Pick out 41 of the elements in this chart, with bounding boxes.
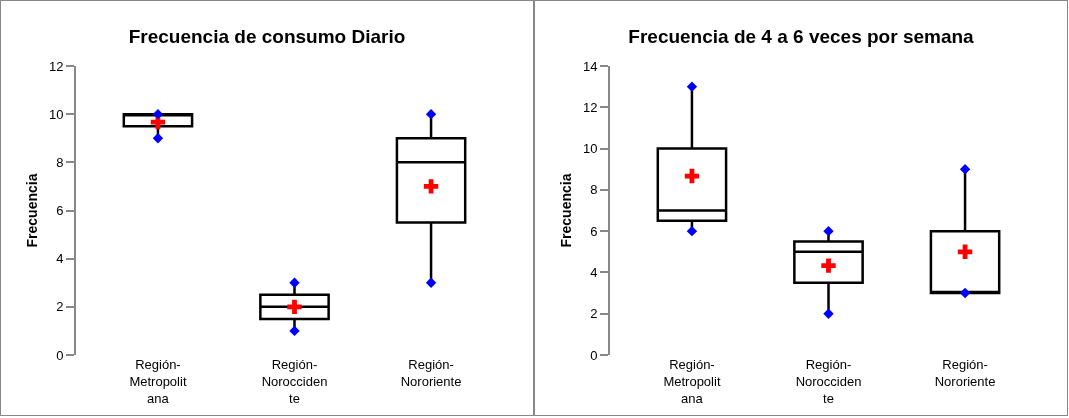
y-tick-label: 12 (582, 99, 598, 115)
point (823, 225, 834, 237)
point (959, 164, 971, 175)
point (152, 108, 164, 120)
point (289, 277, 300, 288)
y-tick-label: 4 (56, 251, 64, 267)
y-tick-label: 8 (56, 154, 64, 170)
point (957, 244, 973, 259)
point (821, 258, 836, 273)
x-tick-label: Región-Nororiente (400, 357, 462, 389)
point (959, 287, 971, 299)
y-tick-label: 0 (590, 347, 598, 363)
y-axis-title: Frecuencia (24, 173, 40, 248)
point (425, 108, 437, 120)
y-tick-label: 8 (590, 182, 598, 198)
point (423, 179, 439, 194)
point (823, 308, 834, 319)
x-tick-label: Región-Metropolitana (663, 357, 721, 406)
y-axis-title: Frecuencia (558, 173, 574, 248)
point (686, 81, 698, 92)
y-tick-label: 2 (590, 306, 598, 322)
point (287, 299, 302, 315)
x-tick-label: Región-Noroccidente (261, 357, 328, 406)
point (152, 133, 164, 144)
x-tick-label: Región-Noroccidente (795, 357, 862, 406)
x-tick-label: Región-Nororiente (934, 357, 996, 389)
y-tick-label: 14 (582, 58, 598, 74)
point (686, 225, 698, 237)
y-tick-label: 6 (56, 203, 64, 219)
chart-title: Frecuencia de consumo Diario (128, 26, 406, 48)
y-tick-label: 2 (56, 299, 64, 315)
y-tick-label: 10 (582, 141, 598, 157)
y-tick-label: 10 (48, 106, 64, 122)
x-tick-label: Región-Metropolitana (129, 357, 187, 406)
chart-title: Frecuencia de 4 a 6 veces por semana (628, 26, 975, 48)
y-tick-label: 0 (56, 347, 64, 363)
point (425, 277, 437, 288)
y-tick-label: 6 (590, 223, 598, 239)
y-tick-label: 12 (48, 58, 64, 74)
y-tick-label: 4 (590, 264, 598, 280)
point (289, 325, 300, 337)
